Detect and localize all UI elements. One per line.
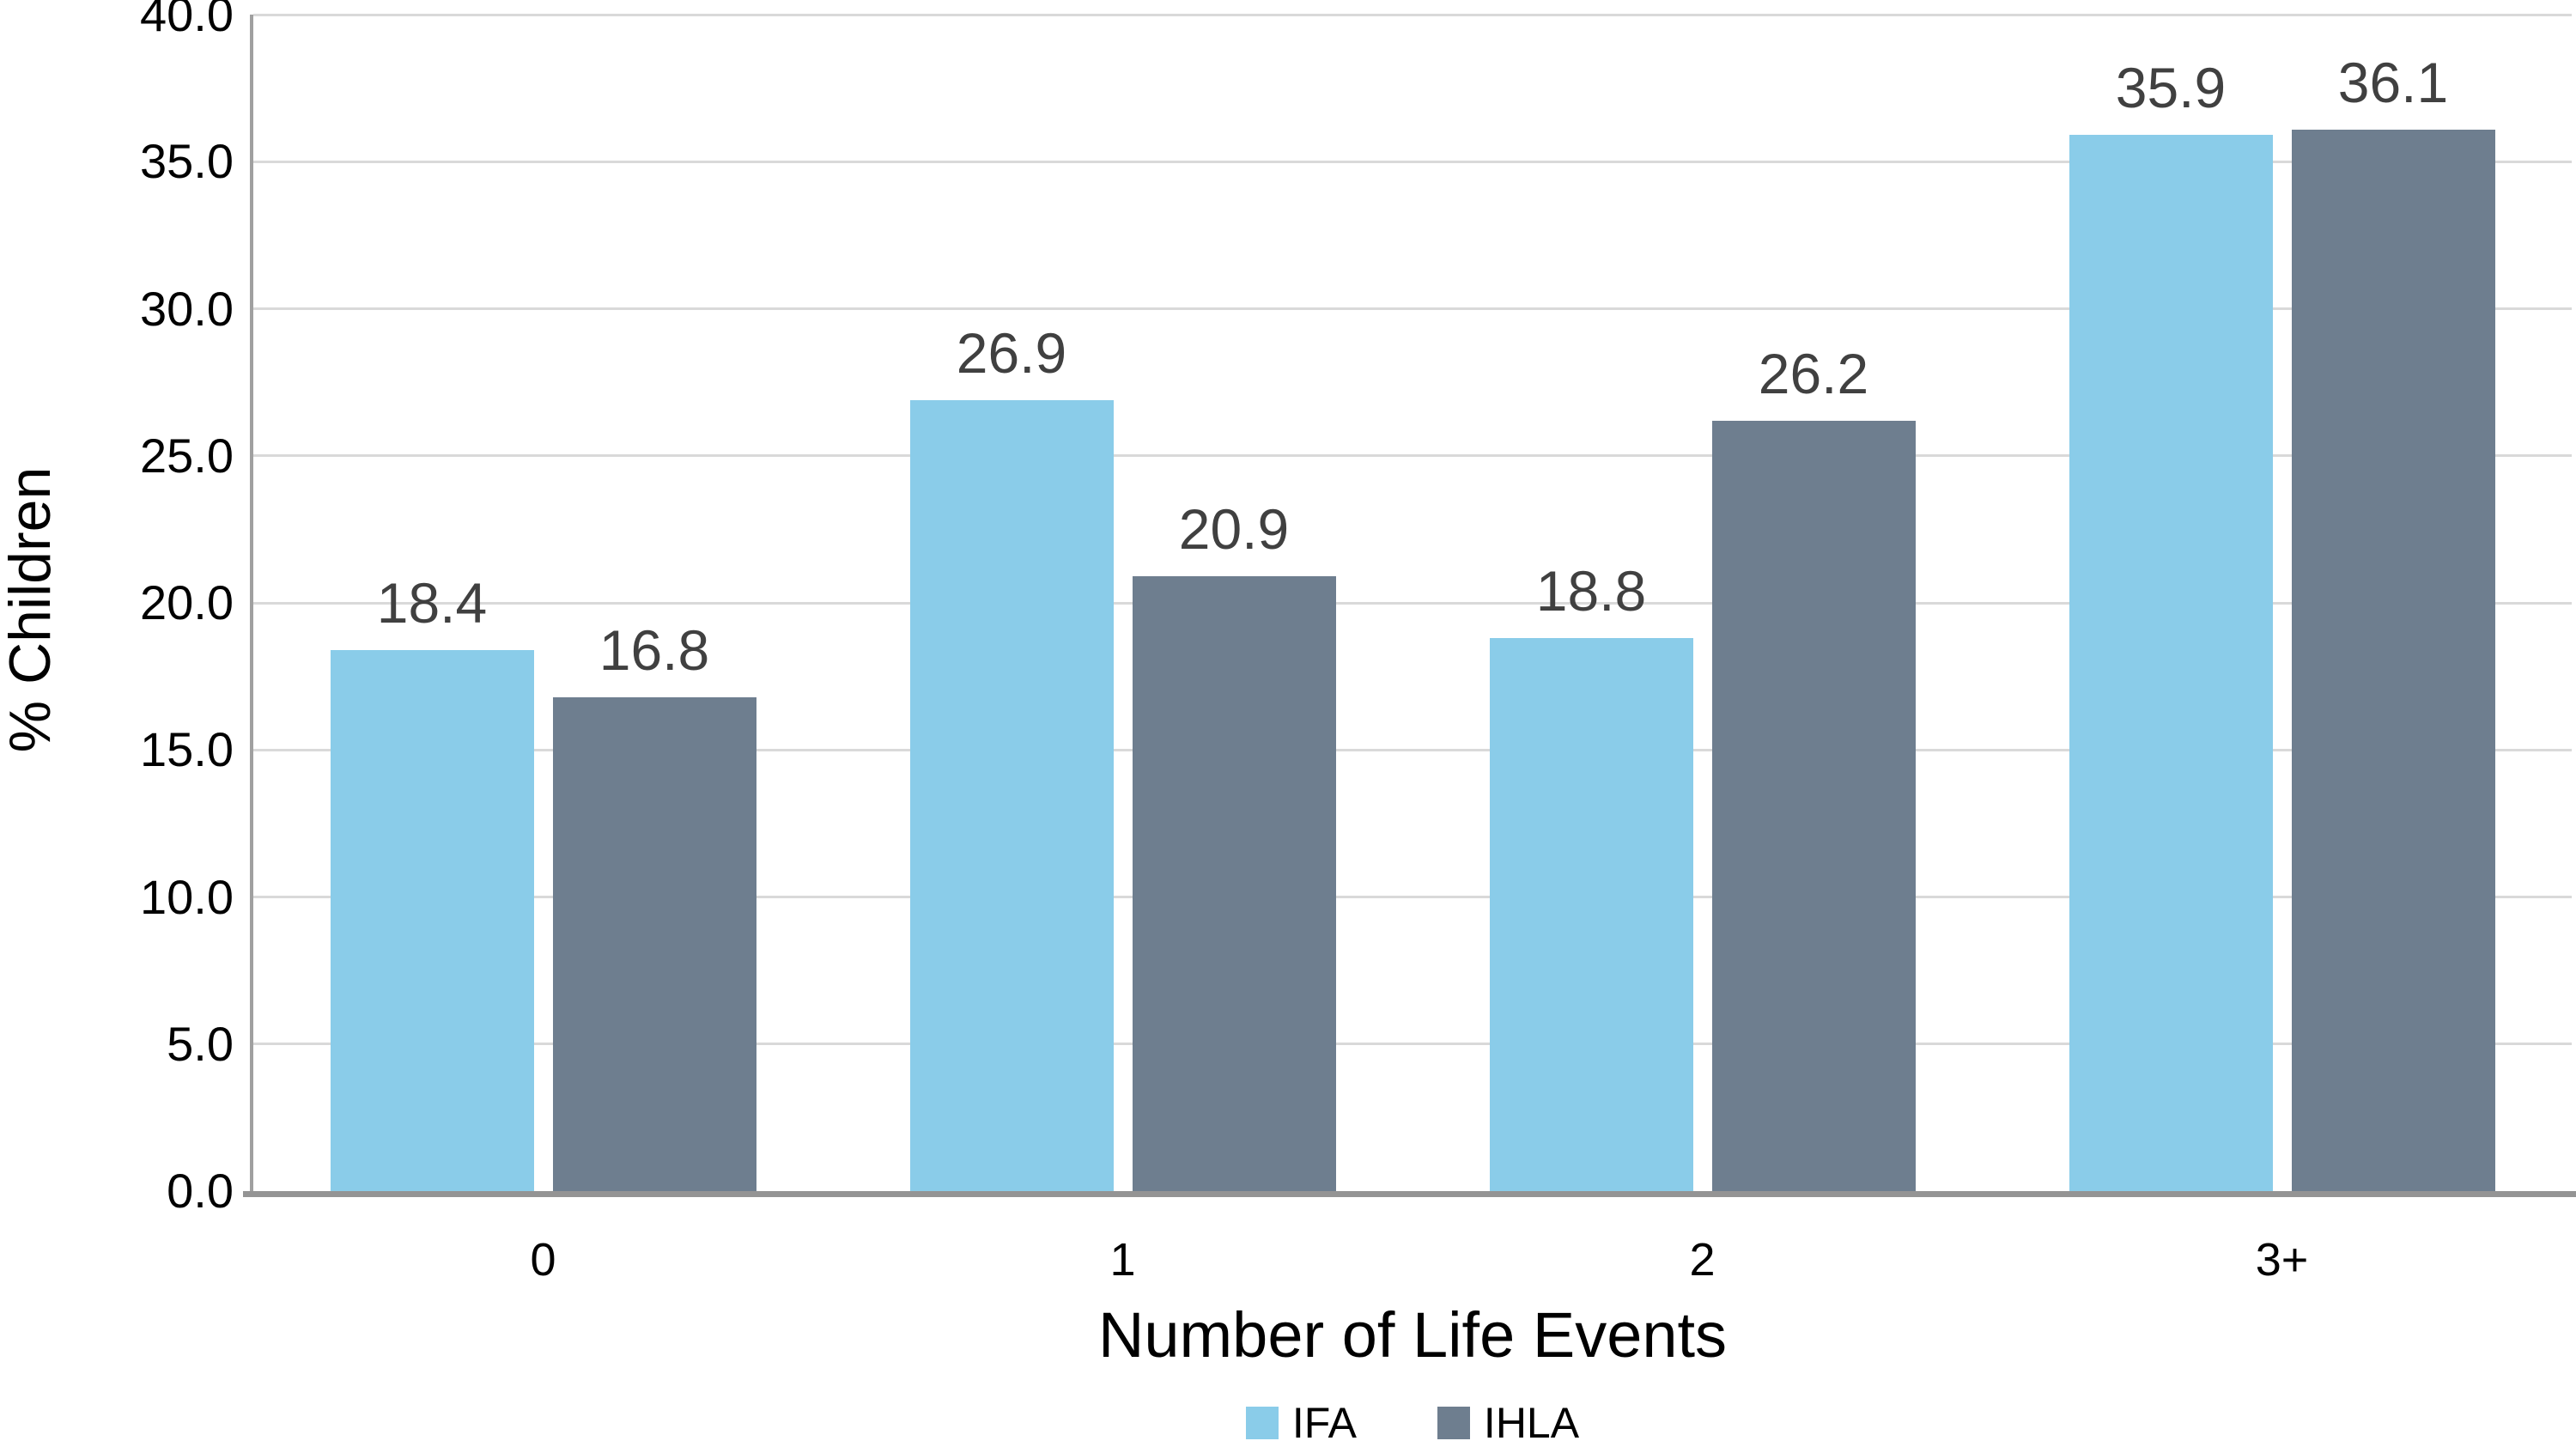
- bar-cell-IFA-1: 26.9: [909, 320, 1114, 1191]
- bar-value-label-IFA-1: 26.9: [956, 320, 1067, 385]
- category-group-2: 18.8 26.2: [1413, 15, 1992, 1191]
- y-tick-20.0: 20.0: [140, 575, 234, 629]
- bar-cell-IHLA-3+: 36.1: [2291, 50, 2495, 1191]
- bar-IHLA-0: [552, 696, 756, 1191]
- y-tick-5.0: 5.0: [167, 1016, 234, 1071]
- x-tick-2: 2: [1689, 1234, 1716, 1286]
- gridline-20: [253, 601, 2572, 605]
- x-axis-tick-labels: 0 1 2 3+: [253, 1235, 2572, 1285]
- gridline-15: [253, 748, 2572, 751]
- legend-label-IFA: IFA: [1291, 1399, 1357, 1447]
- y-tick-25.0: 25.0: [140, 428, 234, 483]
- bar-cell-IHLA-2: 26.2: [1711, 341, 1916, 1191]
- gridline-25: [253, 454, 2572, 458]
- y-axis-line: [250, 15, 253, 1191]
- x-tick-1: 1: [1109, 1234, 1136, 1286]
- x-axis-line: [243, 1191, 2576, 1197]
- x-tick-3+: 3+: [2255, 1234, 2309, 1286]
- bar-IHLA-3+: [2291, 129, 2495, 1191]
- bar-value-label-IHLA-2: 26.2: [1758, 341, 1869, 405]
- gridline-5: [253, 1043, 2572, 1046]
- bar-cell-IFA-0: 18.4: [330, 570, 534, 1191]
- legend-item-IHLA: IHLA: [1437, 1401, 1579, 1444]
- y-tick-40.0: 40.0: [140, 0, 234, 41]
- bar-value-label-IFA-2: 18.8: [1535, 559, 1647, 623]
- legend-swatch-IFA: [1245, 1407, 1279, 1439]
- legend-item-IFA: IFA: [1245, 1399, 1357, 1447]
- bar-value-label-IHLA-3+: 36.1: [2337, 50, 2449, 114]
- bar-IHLA-2: [1711, 420, 1916, 1191]
- gridline-30: [253, 307, 2572, 310]
- legend: IFA IHLA: [253, 1401, 2572, 1444]
- y-tick-0.0: 0.0: [167, 1164, 234, 1218]
- legend-swatch-IHLA: [1437, 1407, 1470, 1439]
- gridline-40: [253, 13, 2572, 16]
- bar-IFA-2: [1489, 638, 1693, 1191]
- category-group-1: 26.9 20.9: [833, 15, 1413, 1191]
- x-tick-0: 0: [530, 1234, 556, 1286]
- y-tick-10.0: 10.0: [140, 869, 234, 924]
- gridline-10: [253, 896, 2572, 898]
- bar-IFA-3+: [2069, 135, 2273, 1191]
- plot-area: 18.4 16.8 26.9 20.9 18.8 26.2 35.9 36.1: [243, 13, 2576, 1197]
- y-tick-15.0: 15.0: [140, 722, 234, 777]
- bar-cell-IHLA-1: 20.9: [1132, 497, 1336, 1191]
- bar-IHLA-1: [1132, 576, 1336, 1191]
- bar-cell-IHLA-0: 16.8: [552, 617, 756, 1191]
- bar-IFA-0: [330, 649, 534, 1191]
- bar-cell-IFA-2: 18.8: [1489, 559, 1693, 1191]
- y-axis-tick-labels: 0.0 5.0 10.0 15.0 20.0 25.0 30.0 35.0 40.0: [0, 0, 234, 1447]
- plot-slots: 18.4 16.8 26.9 20.9 18.8 26.2 35.9 36.1: [253, 15, 2572, 1191]
- bar-value-label-IFA-3+: 35.9: [2115, 56, 2227, 120]
- x-axis-title: Number of Life Events: [1097, 1299, 1728, 1371]
- category-group-0: 18.4 16.8: [253, 15, 833, 1191]
- bar-value-label-IHLA-0: 16.8: [598, 617, 710, 682]
- bar-value-label-IHLA-1: 20.9: [1178, 497, 1290, 562]
- legend-label-IHLA: IHLA: [1483, 1399, 1580, 1447]
- bar-IFA-1: [909, 399, 1114, 1191]
- gridline-35: [253, 160, 2572, 163]
- category-group-3+: 35.9 36.1: [1992, 15, 2572, 1191]
- y-tick-35.0: 35.0: [140, 134, 234, 189]
- bar-value-label-IFA-0: 18.4: [376, 570, 488, 635]
- y-tick-30.0: 30.0: [140, 281, 234, 336]
- bar-cell-IFA-3+: 35.9: [2069, 59, 2273, 1191]
